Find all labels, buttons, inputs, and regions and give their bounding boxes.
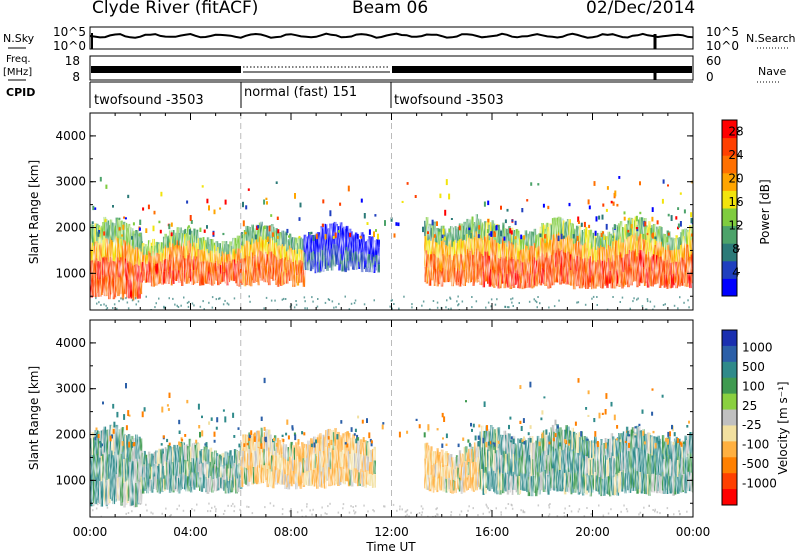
colorbar-swatch xyxy=(722,489,737,506)
colorbar-swatch xyxy=(722,155,737,174)
cpid-segment-1: twofsound -3503 xyxy=(94,93,204,108)
power-colorbar: 4 8 12 16 20 24 28 xyxy=(721,119,744,297)
y-tick-label: 3000 xyxy=(55,382,86,396)
cpid-row: twofsound -3503 normal (fast) 151 twofso… xyxy=(89,81,693,108)
colorbar-swatch xyxy=(722,441,737,458)
velocity-colorbar-tick: 25 xyxy=(742,399,757,413)
colorbar-swatch xyxy=(722,278,737,297)
power-panel: 1000 2000 3000 4000 Slant Range [km] xyxy=(27,112,694,311)
nsearch-label: N.Search xyxy=(746,32,796,45)
colorbar-swatch xyxy=(722,172,737,191)
colorbar-swatch xyxy=(722,361,737,379)
freq-panel xyxy=(89,55,694,81)
velocity-colorbar-tick: -500 xyxy=(742,457,769,471)
nave-label: Nave xyxy=(758,65,786,78)
colorbar-swatch xyxy=(722,190,737,209)
nsearch-tick-bottom: 10^0 xyxy=(706,39,739,53)
velocity-colorbar-tick: 500 xyxy=(742,360,765,374)
nsky-panel xyxy=(89,26,694,50)
y-tick-label: 4000 xyxy=(55,336,86,350)
y-tick-label: 3000 xyxy=(55,175,86,189)
velocity-panel: 1000 2000 3000 4000 Slant Range [km] xyxy=(27,319,694,518)
x-tick-label: 16:00 xyxy=(475,525,510,539)
velocity-colorbar-label: Velocity [m s⁻¹] xyxy=(776,381,790,474)
power-colorbar-tick: 20 xyxy=(728,172,743,186)
freq-unit-label: [MHz] xyxy=(3,67,32,78)
freq-tick-top: 18 xyxy=(65,54,80,68)
colorbar-swatch xyxy=(722,137,737,156)
freq-tick-bottom: 8 xyxy=(72,70,80,84)
velocity-colorbar-tick: -100 xyxy=(742,438,769,452)
colorbar-swatch xyxy=(722,225,737,244)
nsky-label: N.Sky xyxy=(3,32,35,45)
x-tick-label: 20:00 xyxy=(575,525,610,539)
power-colorbar-tick: 12 xyxy=(728,219,743,233)
velocity-colorbar-tick: 100 xyxy=(742,379,765,393)
nsky-tick-top: 10^5 xyxy=(53,25,86,39)
cpid-segment-3: twofsound -3503 xyxy=(394,93,504,108)
nsearch-tick-top: 10^5 xyxy=(706,25,739,39)
y-tick-label: 1000 xyxy=(55,473,86,487)
x-tick-label: 04:00 xyxy=(173,525,208,539)
nsky-trace xyxy=(89,32,694,39)
x-tick-label: 00:00 xyxy=(73,525,108,539)
y-tick-label: 1000 xyxy=(55,266,86,280)
colorbar-swatch xyxy=(722,457,737,474)
velocity-colorbar-tick: -25 xyxy=(742,418,762,432)
cpid-label: CPID xyxy=(6,86,35,99)
nave-tick-bottom: 0 xyxy=(706,70,714,84)
power-ylabel: Slant Range [km] xyxy=(27,160,41,264)
colorbar-swatch xyxy=(722,330,737,347)
colorbar-swatch xyxy=(722,260,737,279)
beam-title: Beam 06 xyxy=(352,0,429,18)
colorbar-swatch xyxy=(722,393,737,411)
colorbar-swatch xyxy=(722,243,737,262)
colorbar-swatch xyxy=(722,208,737,227)
velocity-ylabel: Slant Range [km] xyxy=(27,366,41,470)
colorbar-swatch xyxy=(722,377,737,395)
colorbar-swatch xyxy=(722,473,737,490)
freq-bar-2 xyxy=(392,66,692,73)
power-colorbar-tick: 28 xyxy=(728,125,743,139)
x-tick-label: 00:00 xyxy=(676,525,711,539)
station-title: Clyde River (fitACF) xyxy=(92,0,259,18)
x-tick-label: 12:00 xyxy=(374,525,409,539)
power-colorbar-tick: 24 xyxy=(728,148,743,162)
colorbar-swatch xyxy=(722,345,737,363)
colorbar-swatch xyxy=(722,409,737,426)
power-colorbar-tick: 8 xyxy=(732,242,740,256)
y-tick-label: 4000 xyxy=(55,129,86,143)
time-axis-label: Time UT xyxy=(365,540,416,554)
nsky-tick-bottom: 10^0 xyxy=(53,39,86,53)
freq-bar-1 xyxy=(91,66,241,73)
x-tick-label: 08:00 xyxy=(274,525,309,539)
cpid-segment-2: normal (fast) 151 xyxy=(244,85,357,100)
y-tick-label: 2000 xyxy=(55,428,86,442)
velocity-colorbar-tick: -1000 xyxy=(742,477,777,491)
velocity-colorbar: 1000 500 100 25 -25 -100 -500 -1000 xyxy=(721,329,777,506)
y-tick-label: 2000 xyxy=(55,221,86,235)
power-colorbar-tick: 4 xyxy=(732,266,740,280)
freq-label: Freq. xyxy=(6,54,31,65)
colorbar-swatch xyxy=(722,120,737,139)
power-colorbar-tick: 16 xyxy=(728,195,743,209)
colorbar-swatch xyxy=(722,425,737,442)
velocity-colorbar-tick: 1000 xyxy=(742,340,773,354)
date-title: 02/Dec/2014 xyxy=(586,0,696,18)
power-colorbar-label: Power [dB] xyxy=(758,179,772,244)
nave-tick-top: 60 xyxy=(706,54,721,68)
